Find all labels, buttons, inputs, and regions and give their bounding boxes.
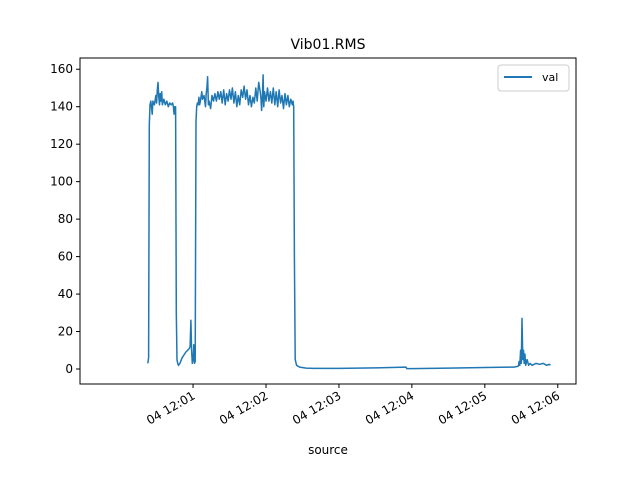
legend-label-val: val [542,71,558,84]
y-tick-label: 80 [58,212,73,226]
legend-box [497,64,570,92]
plot-area [79,57,577,385]
y-tick-label: 120 [50,137,73,151]
x-axis-label: source [308,443,348,457]
y-tick-label: 140 [50,100,73,114]
axes-frame [79,57,577,385]
y-tick-label: 100 [50,175,73,189]
series-line-val [147,74,551,370]
y-axis-ticks: 0 20 40 60 80 100 120 140 160 [50,62,80,376]
y-tick-label: 160 [50,62,73,76]
y-tick-label: 60 [58,250,73,264]
legend: val [497,64,570,92]
y-tick-label: 0 [65,362,73,376]
y-tick-label: 20 [58,325,73,339]
chart-title: Vib01.RMS [290,37,365,53]
y-tick-label: 40 [58,287,73,301]
